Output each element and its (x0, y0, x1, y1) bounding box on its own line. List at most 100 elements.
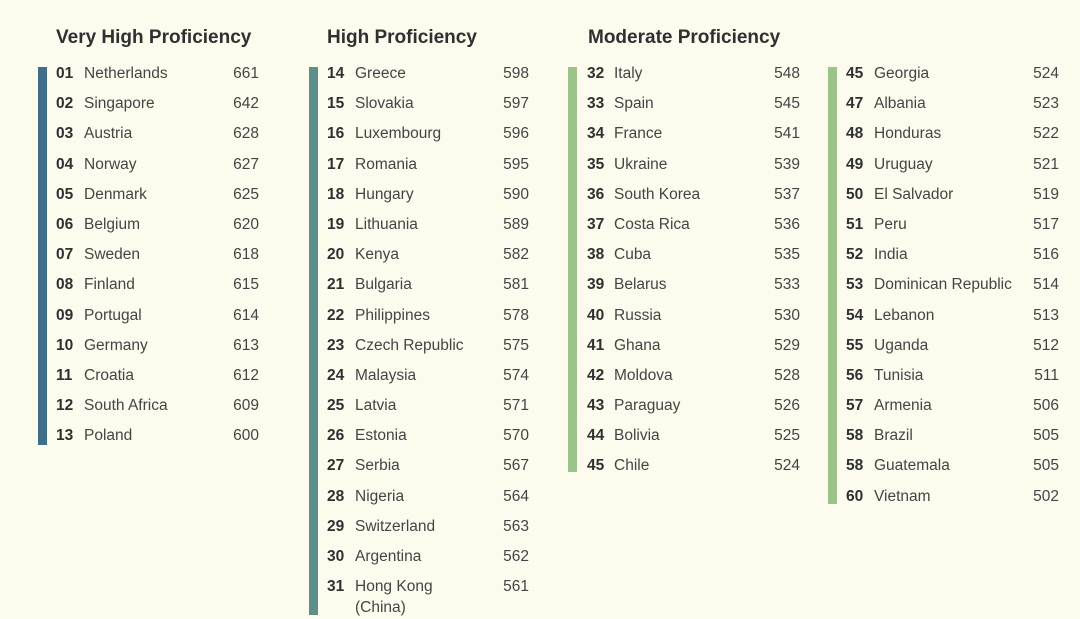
country-name: Albania (874, 95, 926, 113)
proficiency-score: 516 (1033, 246, 1059, 264)
ranking-row: 40 Russia 530 (587, 305, 800, 335)
rank-number: 19 (327, 215, 345, 233)
ranking-row: 31 Hong Kong (China) 561 (327, 576, 529, 616)
country-name: Serbia (355, 457, 400, 475)
proficiency-score: 582 (503, 246, 529, 264)
proficiency-score: 505 (1033, 427, 1059, 445)
proficiency-score: 627 (233, 155, 259, 173)
ranking-row: 51 Peru 517 (846, 214, 1059, 244)
proficiency-score: 562 (503, 548, 529, 565)
ranking-row: 26 Estonia 570 (327, 425, 529, 455)
proficiency-score: 609 (233, 397, 259, 415)
country-name: France (614, 125, 663, 143)
rank-number: 08 (56, 276, 74, 294)
country-name: Lithuania (355, 215, 418, 233)
ranking-row: 57 Armenia 506 (846, 395, 1059, 425)
ranking-column-2: 14 Greece 598 15 Slovakia 597 16 Luxembourg 596 1… (327, 63, 529, 616)
country-name: Latvia (355, 397, 397, 415)
rank-number: 28 (327, 487, 345, 505)
proficiency-score: 614 (233, 306, 259, 324)
proficiency-score: 522 (1033, 125, 1059, 143)
ranking-row: 11 Croatia 612 (56, 365, 259, 395)
ranking-row: 14 Greece 598 (327, 63, 529, 93)
proficiency-score: 612 (233, 366, 259, 384)
ranking-row: 24 Malaysia 574 (327, 365, 529, 395)
country-name: Argentina (355, 548, 422, 565)
country-name: Georgia (874, 65, 930, 82)
ranking-row: 15 Slovakia 597 (327, 93, 529, 123)
ranking-row: 30 Argentina 562 (327, 546, 529, 576)
proficiency-score: 526 (774, 397, 800, 415)
proficiency-score: 618 (233, 246, 259, 264)
rank-number: 22 (327, 306, 345, 324)
rank-number: 20 (327, 246, 345, 264)
band-bar-very-high (38, 67, 47, 445)
rank-number: 40 (587, 306, 605, 324)
rank-number: 47 (846, 95, 864, 113)
ranking-row: 42 Moldova 528 (587, 365, 800, 395)
rank-number: 42 (587, 366, 605, 384)
ranking-column-1: 01 Netherlands 661 02 Singapore 642 03 Austria 6… (56, 63, 259, 455)
ranking-row: 34 France 541 (587, 123, 800, 153)
proficiency-score: 541 (774, 125, 800, 143)
proficiency-score: 524 (1033, 65, 1059, 82)
proficiency-score: 502 (1033, 487, 1059, 505)
ranking-row: 58 Brazil 505 (846, 425, 1059, 455)
proficiency-score: 521 (1033, 155, 1059, 173)
country-name: Armenia (874, 397, 932, 415)
proficiency-score: 575 (503, 336, 529, 354)
ranking-row: 09 Portugal 614 (56, 305, 259, 335)
country-name: Uruguay (874, 155, 933, 173)
band-bar-moderate-continued (828, 67, 837, 504)
proficiency-score: 625 (233, 185, 259, 203)
country-name: Germany (84, 336, 148, 354)
ranking-row: 50 El Salvador 519 (846, 184, 1059, 214)
rank-number: 37 (587, 215, 605, 233)
rank-number: 07 (56, 246, 74, 264)
country-name: Philippines (355, 306, 430, 324)
proficiency-score: 530 (774, 306, 800, 324)
rank-number: 23 (327, 336, 345, 354)
rank-number: 58 (846, 427, 864, 445)
rank-number: 51 (846, 215, 864, 233)
rank-number: 35 (587, 155, 605, 173)
country-name: Hungary (355, 185, 414, 203)
proficiency-score: 514 (1033, 276, 1059, 294)
proficiency-score: 620 (233, 215, 259, 233)
ranking-row: 52 India 516 (846, 244, 1059, 274)
proficiency-score: 535 (774, 246, 800, 264)
country-name: South Korea (614, 185, 701, 203)
rank-number: 30 (327, 548, 345, 565)
country-name: Portugal (84, 306, 142, 324)
ranking-row: 08 Finland 615 (56, 274, 259, 304)
country-name: Singapore (84, 95, 155, 113)
rank-number: 10 (56, 336, 74, 354)
ranking-row: 04 Norway 627 (56, 154, 259, 184)
rank-number: 55 (846, 336, 864, 354)
band-bar-high (309, 67, 318, 615)
rank-number: 50 (846, 185, 864, 203)
country-name: Austria (84, 125, 133, 143)
ranking-row: 43 Paraguay 526 (587, 395, 800, 425)
ranking-row: 06 Belgium 620 (56, 214, 259, 244)
rank-number: 13 (56, 427, 74, 445)
rank-number: 45 (587, 457, 605, 475)
country-name: Bolivia (614, 427, 660, 445)
ranking-row: 45 Chile 524 (587, 455, 800, 485)
country-name: South Africa (84, 397, 168, 415)
ranking-row: 39 Belarus 533 (587, 274, 800, 304)
country-name: Czech Republic (355, 336, 464, 354)
ranking-row: 45 Georgia 524 (846, 63, 1059, 93)
proficiency-score: 564 (503, 487, 529, 505)
rank-number: 60 (846, 487, 864, 505)
proficiency-score: 533 (774, 276, 800, 294)
country-name: Poland (84, 427, 133, 445)
country-name: Romania (355, 155, 418, 173)
proficiency-score: 571 (503, 397, 529, 415)
country-name: Cuba (614, 246, 652, 264)
proficiency-score: 570 (503, 427, 529, 445)
ranking-row: 20 Kenya 582 (327, 244, 529, 274)
proficiency-score: 512 (1033, 336, 1059, 354)
ranking-row: 37 Costa Rica 536 (587, 214, 800, 244)
rank-number: 57 (846, 397, 864, 415)
